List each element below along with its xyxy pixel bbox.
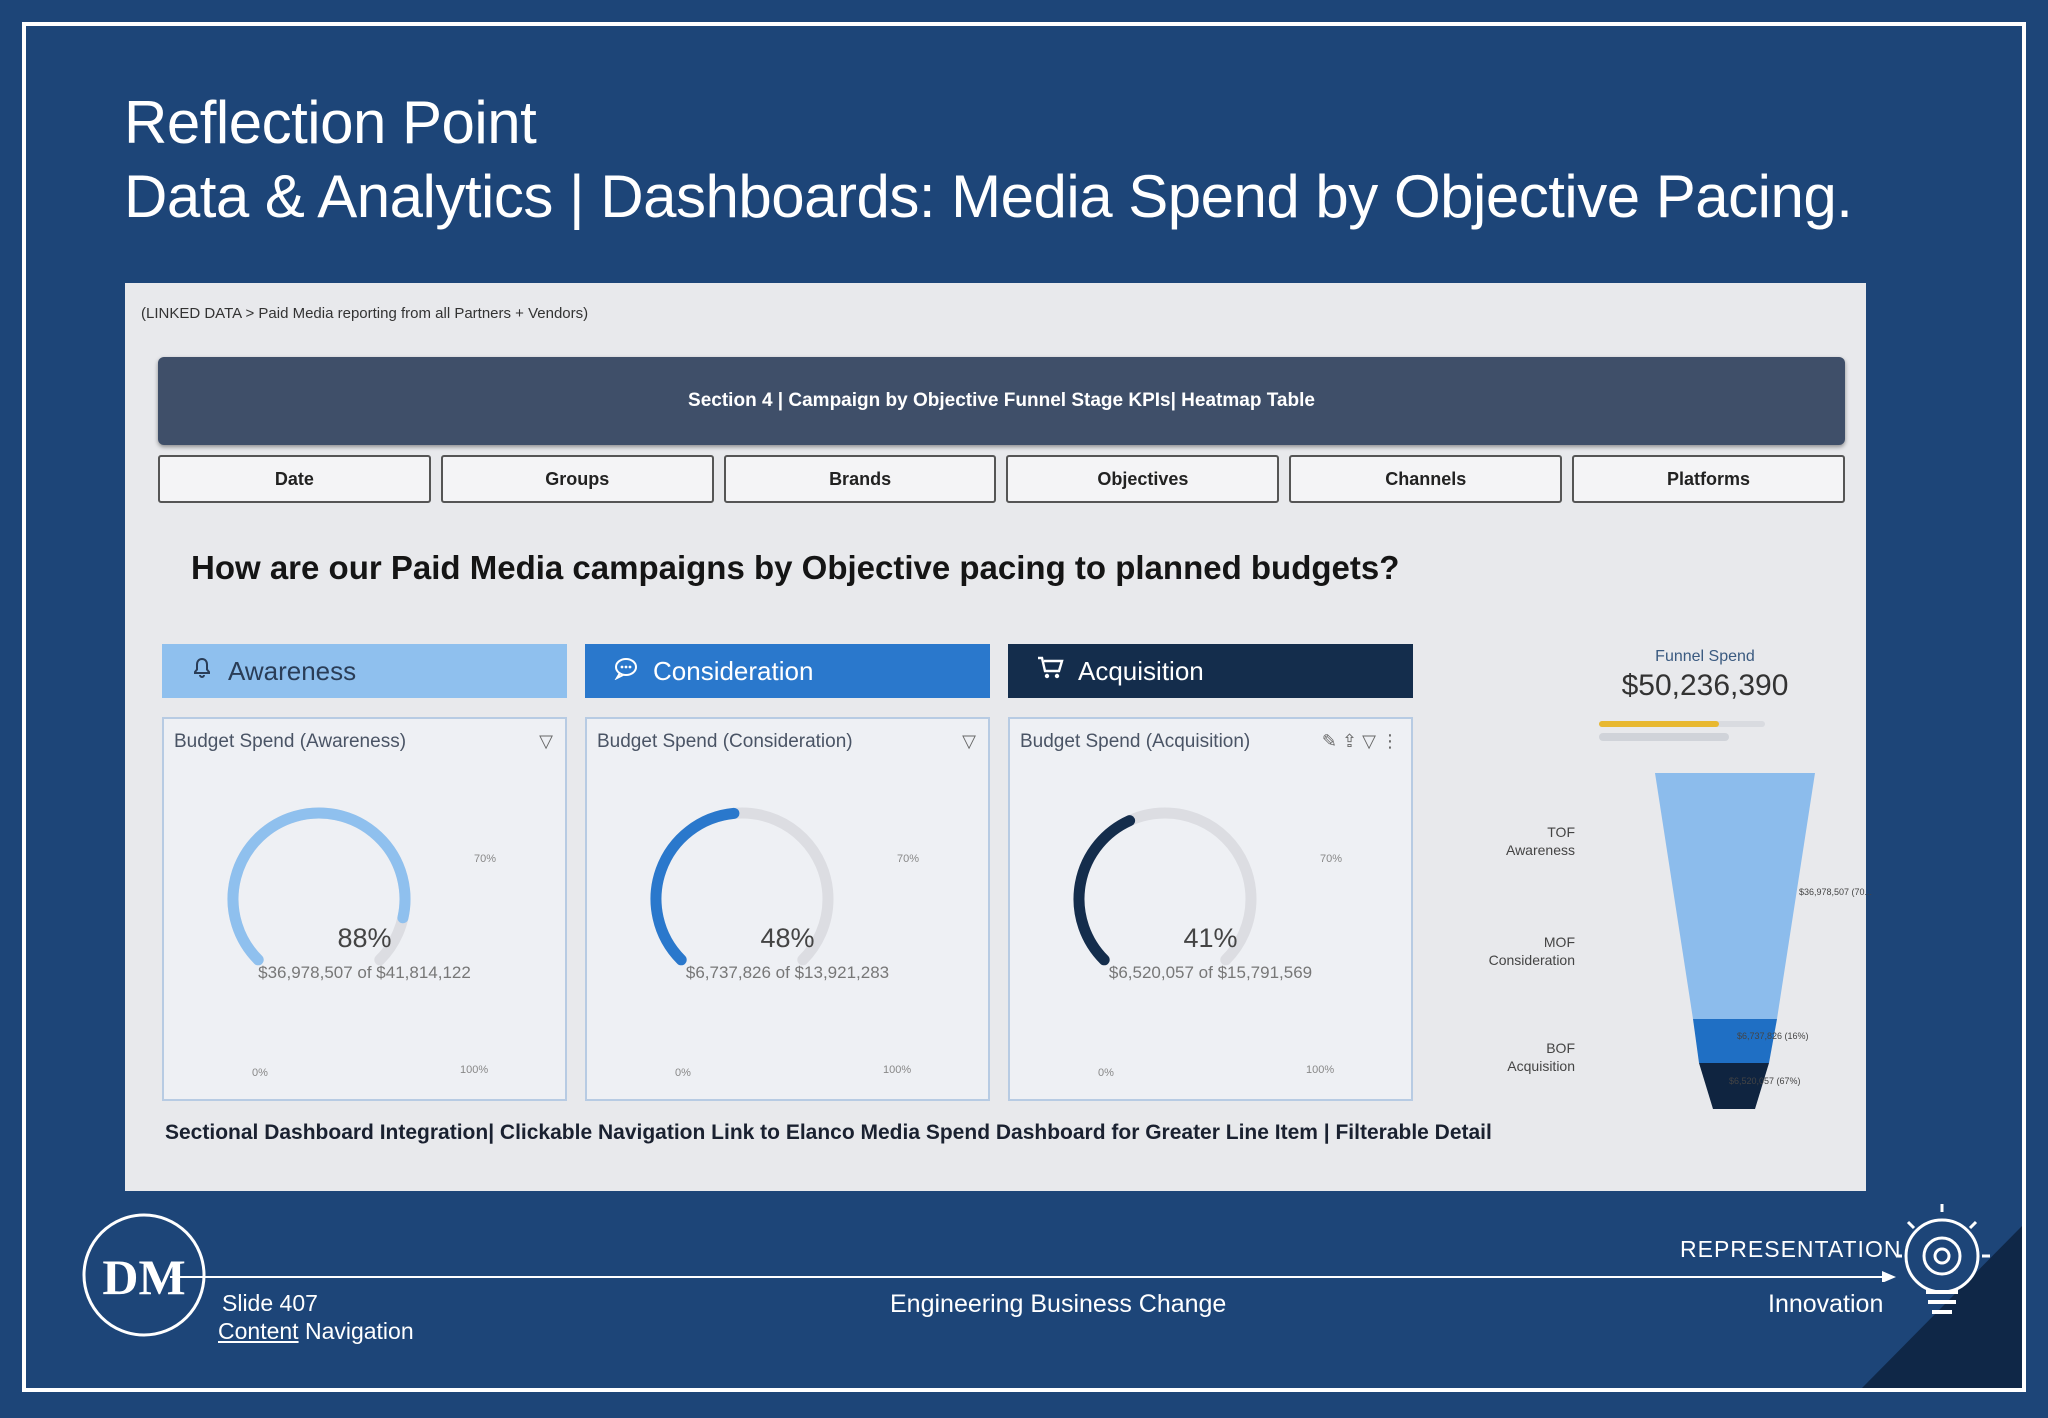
filter-objectives[interactable]: Objectives xyxy=(1006,455,1280,503)
tab-consideration-label: Consideration xyxy=(653,655,814,686)
stage-bof-code: BOF xyxy=(1546,1040,1575,1056)
card-title: Budget Spend (Consideration) xyxy=(597,731,853,752)
tick-target: 70% xyxy=(1320,853,1343,865)
chat-icon xyxy=(613,656,639,687)
filter-brands[interactable]: Brands xyxy=(723,455,997,503)
stage-mof: MOF Consideration xyxy=(1455,933,1575,969)
filter-channels[interactable]: Channels xyxy=(1289,455,1563,503)
dashboard-footnote: Sectional Dashboard Integration| Clickab… xyxy=(165,1121,1492,1144)
dashboard-screenshot: (LINKED DATA > Paid Media reporting from… xyxy=(125,283,1872,1191)
tab-awareness-label: Awareness xyxy=(228,655,357,686)
budget-card-consideration[interactable]: Budget Spend (Consideration) ▽ 48% $6,73… xyxy=(585,717,990,1101)
tick-max: 100% xyxy=(883,1064,912,1076)
corner-accent xyxy=(1862,1226,2022,1388)
share-icon[interactable]: ⇪ xyxy=(1342,731,1358,751)
filter-platforms[interactable]: Platforms xyxy=(1572,455,1845,503)
filter-date[interactable]: Date xyxy=(158,455,431,503)
budget-card-awareness[interactable]: Budget Spend (Awareness) ▽ 88% $36,978,5… xyxy=(162,717,567,1101)
stage-tof: TOF Awareness xyxy=(1475,823,1575,859)
dashboard-question: How are our Paid Media campaigns by Obje… xyxy=(191,549,1400,586)
funnel-value-mof: $6,737,826 (16%) xyxy=(1737,1031,1809,1041)
filter-icon[interactable]: ▽ xyxy=(1362,731,1376,751)
funnel-value-tof: $36,978,507 (70... xyxy=(1799,887,1873,897)
filter-icon[interactable]: ▽ xyxy=(962,731,976,751)
card-title: Budget Spend (Acquisition) xyxy=(1020,731,1251,752)
stage-bof: BOF Acquisition xyxy=(1475,1039,1575,1075)
funnel-tof xyxy=(1655,773,1815,1019)
innovation-label: Innovation xyxy=(1768,1290,1884,1318)
dm-logo: DM xyxy=(82,1213,206,1337)
filter-groups[interactable]: Groups xyxy=(440,455,714,503)
gauge-amount: $6,520,057 of $15,791,569 xyxy=(1108,963,1313,982)
funnel-value-bof: $6,520,057 (67%) xyxy=(1729,1076,1801,1086)
tick-target: 70% xyxy=(897,853,920,865)
linked-data-note: (LINKED DATA > Paid Media reporting from… xyxy=(141,305,589,322)
gauge-amount: $36,978,507 of $41,814,122 xyxy=(258,963,471,982)
stage-tof-name: Awareness xyxy=(1505,842,1575,859)
content-nav-text: Navigation xyxy=(298,1318,414,1344)
funnel-mof xyxy=(1693,1019,1777,1063)
representation-label: REPRESENTATION xyxy=(1680,1236,1902,1262)
tick-max: 100% xyxy=(1306,1064,1335,1076)
gauge-amount: $6,737,826 of $13,921,283 xyxy=(685,963,890,982)
tick-min: 0% xyxy=(1098,1067,1114,1079)
bell-icon xyxy=(190,656,214,687)
slide-title: Reflection Point xyxy=(124,89,537,156)
tab-acquisition-label: Acquisition xyxy=(1078,655,1204,686)
timeline-arrow xyxy=(170,1271,1896,1282)
tab-awareness[interactable]: Awareness xyxy=(162,644,567,698)
tab-acquisition[interactable]: Acquisition xyxy=(1008,644,1413,698)
gauge-percent: 88% xyxy=(337,923,392,953)
stage-bof-name: Acquisition xyxy=(1507,1058,1575,1075)
section-title: Section 4 | Campaign by Objective Funnel… xyxy=(688,390,1315,411)
more-icon[interactable]: ⋮ xyxy=(1381,731,1399,751)
slide-subtitle: Data & Analytics | Dashboards: Media Spe… xyxy=(124,163,1853,230)
tick-min: 0% xyxy=(252,1067,268,1079)
content-navigation: Content Navigation xyxy=(218,1318,414,1345)
slide-number: Slide 407 xyxy=(222,1290,318,1316)
footer-tagline: Engineering Business Change xyxy=(890,1290,1227,1318)
funnel-pacing-bar xyxy=(1599,721,1765,741)
funnel-bof xyxy=(1699,1063,1769,1109)
content-nav-link[interactable]: Content xyxy=(218,1318,299,1344)
cart-icon xyxy=(1036,655,1064,688)
funnel-chart xyxy=(1605,773,1815,1109)
filter-bar: Date Groups Brands Objectives Channels P… xyxy=(158,455,1845,503)
funnel-spend-label: Funnel Spend xyxy=(1655,648,1755,665)
gauge-awareness xyxy=(227,807,411,966)
gauge-percent: 41% xyxy=(1183,923,1238,953)
gauge-percent: 48% xyxy=(760,923,815,953)
lightbulb-gear-icon xyxy=(1896,1204,1990,1314)
filter-icon[interactable]: ▽ xyxy=(539,731,553,751)
gauge-acquisition xyxy=(1073,807,1257,966)
tick-target: 70% xyxy=(474,853,497,865)
card-toolbar-icons[interactable]: ✎ ⇪ ▽ ⋮ xyxy=(1322,731,1399,752)
tab-consideration[interactable]: Consideration xyxy=(585,644,990,698)
section-header-bar: Section 4 | Campaign by Objective Funnel… xyxy=(158,357,1845,445)
stage-tof-code: TOF xyxy=(1547,824,1575,840)
edit-icon[interactable]: ✎ xyxy=(1321,731,1338,751)
tick-min: 0% xyxy=(675,1067,691,1079)
funnel-spend-total: $50,236,390 xyxy=(1621,669,1789,702)
stage-mof-name: Consideration xyxy=(1488,952,1575,969)
card-title: Budget Spend (Awareness) xyxy=(174,731,407,752)
gauge-consideration xyxy=(650,807,834,966)
slide-frame xyxy=(22,22,2026,1392)
stage-mof-code: MOF xyxy=(1543,934,1575,950)
tick-max: 100% xyxy=(460,1064,489,1076)
budget-card-acquisition[interactable]: Budget Spend (Acquisition) ✎ ⇪ ▽ ⋮ 41% $… xyxy=(1008,717,1413,1101)
